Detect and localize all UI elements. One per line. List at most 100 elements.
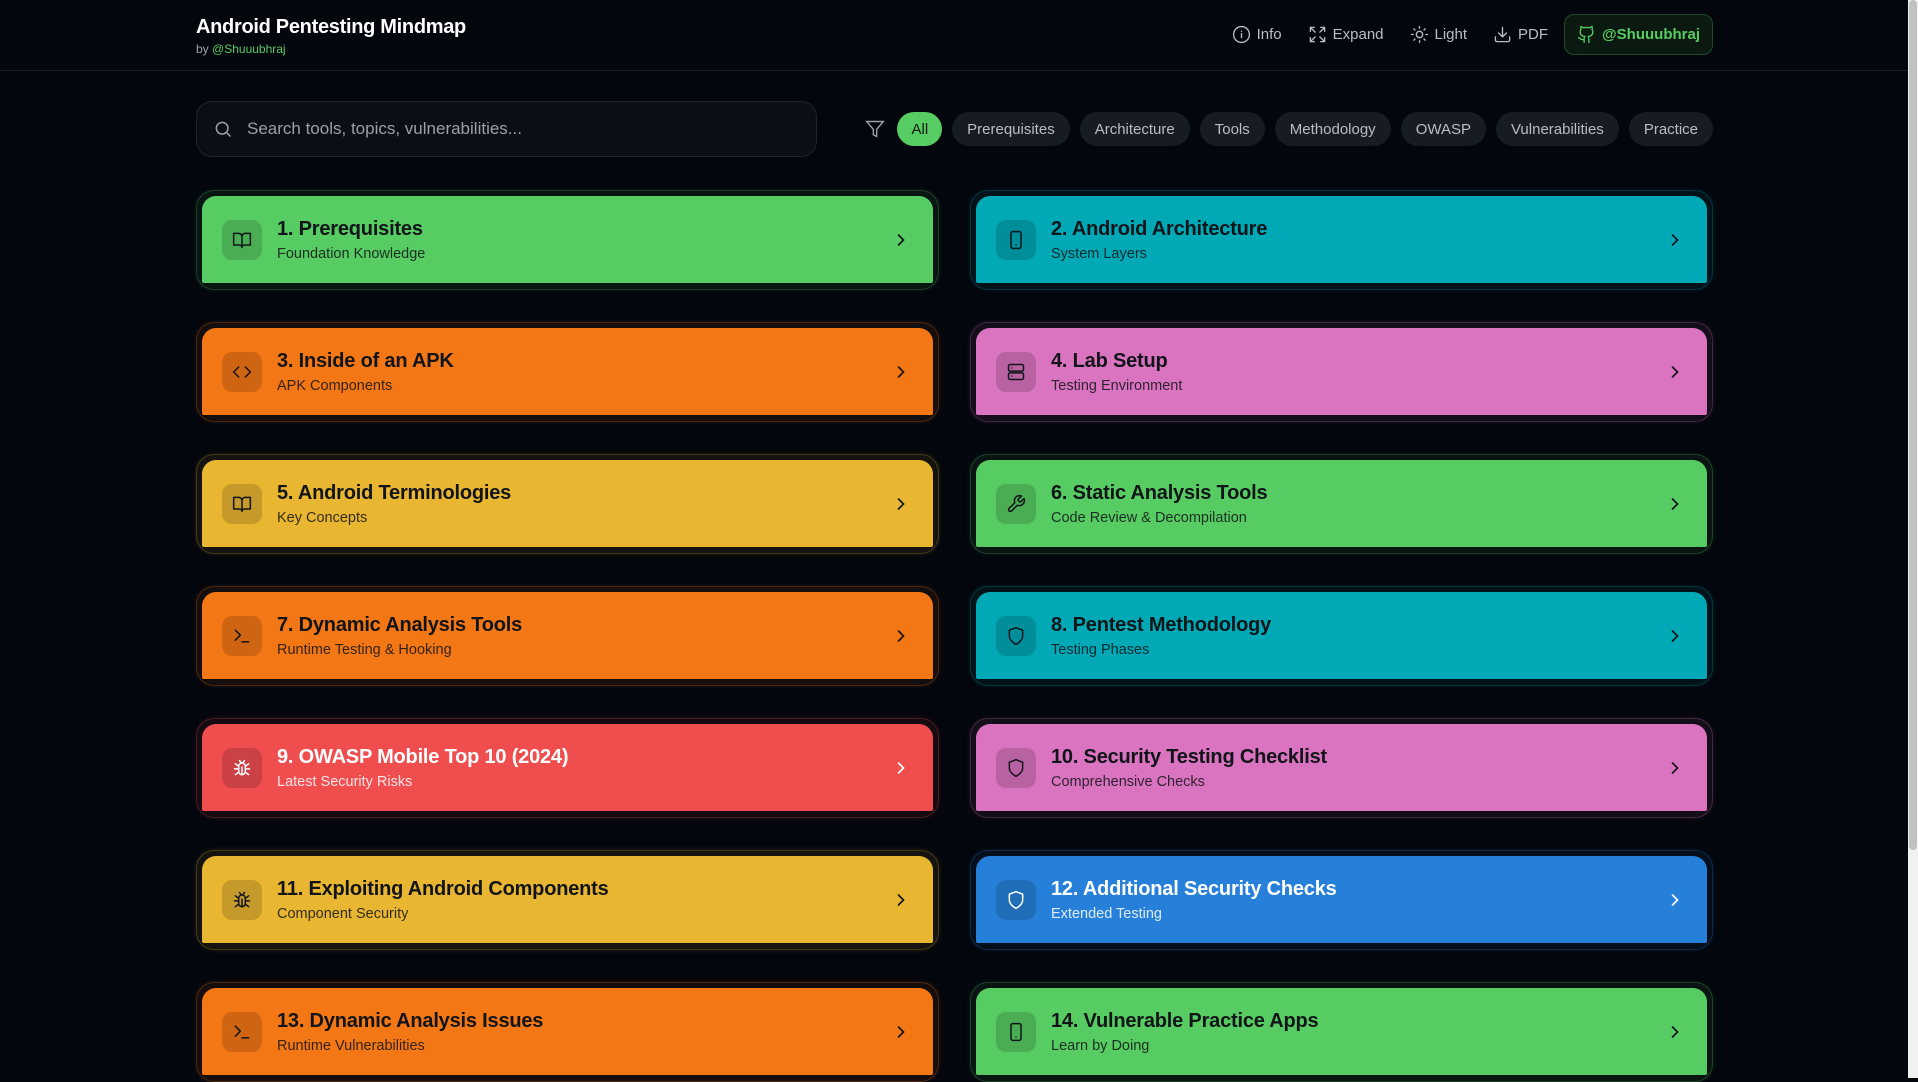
chevron-right-icon[interactable] (891, 626, 911, 646)
filter-chip-owasp[interactable]: OWASP (1400, 112, 1486, 146)
smartphone-icon (1010, 230, 1022, 249)
topic-title: 10. Security Testing Checklist (1051, 745, 1327, 768)
app-header: Android Pentesting Mindmap by @Shuuubhra… (0, 0, 1918, 71)
chevron-right-icon[interactable] (1665, 494, 1685, 514)
filter-chip-vulnerabilities[interactable]: Vulnerabilities (1495, 112, 1619, 146)
topic-subtitle: Comprehensive Checks (1051, 773, 1205, 790)
topic-icon-box (222, 879, 262, 920)
topic-subtitle: Key Concepts (277, 509, 368, 526)
filter-chip-prerequisites[interactable]: Prerequisites (952, 112, 1070, 146)
topic-card-body: 2. Android Architecture System Layers (976, 196, 1707, 283)
scrollbar-thumb[interactable] (1909, 0, 1917, 850)
filter-chip-all[interactable]: All (897, 112, 943, 146)
topic-card[interactable]: 3. Inside of an APK APK Components (196, 322, 939, 422)
topic-card-body: 14. Vulnerable Practice Apps Learn by Doi… (976, 988, 1707, 1075)
topic-subtitle: System Layers (1051, 245, 1147, 262)
topic-card-body: 6. Static Analysis Tools Code Review & De… (976, 460, 1707, 547)
topic-card-body: 5. Android Terminologies Key Concepts (202, 460, 933, 547)
topic-card[interactable]: 13. Dynamic Analysis Issues Runtime Vulne… (196, 982, 939, 1082)
topic-card[interactable]: 4. Lab Setup Testing Environment (970, 322, 1713, 422)
info-button[interactable]: Info (1232, 25, 1282, 44)
topic-icon-box (222, 483, 262, 524)
server-icon (1007, 363, 1025, 380)
expand-button[interactable]: Expand (1308, 25, 1384, 44)
topic-text: 4. Lab Setup Testing Environment (1051, 350, 1182, 394)
topic-subtitle: Testing Phases (1051, 641, 1150, 658)
topic-text: 10. Security Testing Checklist Comprehens… (1051, 746, 1327, 790)
topic-icon-box (222, 219, 262, 260)
topic-icon-box (222, 615, 262, 656)
topic-card[interactable]: 7. Dynamic Analysis Tools Runtime Testing… (196, 586, 939, 686)
topic-card[interactable]: 2. Android Architecture System Layers (970, 190, 1713, 290)
topic-text: 11. Exploiting Android Components Compone… (277, 878, 609, 922)
chevron-right-icon[interactable] (1665, 758, 1685, 778)
topic-subtitle: Component Security (277, 905, 409, 922)
topic-card[interactable]: 10. Security Testing Checklist Comprehens… (970, 718, 1713, 818)
topic-grid: 1. Prerequisites Foundation Knowledge 2. … (196, 190, 1713, 1082)
filter-chip-methodology[interactable]: Methodology (1274, 112, 1391, 146)
topic-icon-box (996, 747, 1036, 788)
chevron-right-icon[interactable] (1665, 230, 1685, 250)
pdf-button[interactable]: PDF (1493, 25, 1548, 44)
github-button[interactable]: @Shuuubhraj (1564, 14, 1713, 55)
author-link[interactable]: @Shuuubhraj (212, 42, 286, 56)
topic-title: 1. Prerequisites (277, 217, 423, 240)
search-icon (215, 121, 232, 138)
book-icon (232, 232, 252, 248)
topic-card[interactable]: 12. Additional Security Checks Extended T… (970, 850, 1713, 950)
topic-subtitle: Code Review & Decompilation (1051, 509, 1247, 526)
chevron-right-icon[interactable] (891, 758, 911, 778)
topic-card-body: 3. Inside of an APK APK Components (202, 328, 933, 415)
toolbar: All Prerequisites Architecture Tools Methodo… (196, 101, 1713, 157)
filter-chip-practice[interactable]: Practice (1628, 112, 1713, 146)
chevron-right-icon[interactable] (1665, 1022, 1685, 1042)
topic-title: 12. Additional Security Checks (1051, 877, 1337, 900)
topic-title: 2. Android Architecture (1051, 217, 1268, 240)
topic-text: 2. Android Architecture System Layers (1051, 218, 1267, 262)
chevron-right-icon[interactable] (891, 494, 911, 514)
filter-chip-architecture[interactable]: Architecture (1079, 112, 1190, 146)
topic-card[interactable]: 6. Static Analysis Tools Code Review & De… (970, 454, 1713, 554)
topic-text: 13. Dynamic Analysis Issues Runtime Vulne… (277, 1010, 543, 1054)
topic-card-body: 11. Exploiting Android Components Compone… (202, 856, 933, 943)
topic-card-body: 7. Dynamic Analysis Tools Runtime Testing… (202, 592, 933, 679)
book-icon (232, 496, 252, 512)
topic-text: 1. Prerequisites Foundation Knowledge (277, 218, 425, 262)
search-input[interactable] (247, 119, 787, 139)
topic-title: 5. Android Terminologies (277, 481, 512, 504)
topic-card[interactable]: 11. Exploiting Android Components Compone… (196, 850, 939, 950)
topic-title: 14. Vulnerable Practice Apps (1051, 1009, 1319, 1032)
topic-subtitle: APK Components (277, 377, 393, 394)
chevron-right-icon[interactable] (891, 362, 911, 382)
chevron-right-icon[interactable] (891, 890, 911, 910)
topic-card[interactable]: 1. Prerequisites Foundation Knowledge (196, 190, 939, 290)
chevron-right-icon[interactable] (1665, 362, 1685, 382)
filter-chip-tools[interactable]: Tools (1199, 112, 1265, 146)
author-line: by @Shuuubhraj (196, 42, 286, 56)
topic-text: 6. Static Analysis Tools Code Review & De… (1051, 482, 1268, 526)
topic-text: 14. Vulnerable Practice Apps Learn by Doi… (1051, 1009, 1319, 1054)
topic-card-body: 12. Additional Security Checks Extended T… (976, 856, 1707, 943)
code-icon (232, 365, 252, 378)
topic-card[interactable]: 8. Pentest Methodology Testing Phases (970, 586, 1713, 686)
topic-subtitle: Latest Security Risks (277, 773, 413, 790)
scrollbar[interactable] (1908, 0, 1918, 1078)
smartphone-icon (1010, 1022, 1022, 1041)
topic-card[interactable]: 9. OWASP Mobile Top 10 (2024) Latest Secu… (196, 718, 939, 818)
chevron-right-icon[interactable] (891, 1022, 911, 1042)
terminal-icon (234, 1024, 250, 1039)
topic-text: 12. Additional Security Checks Extended T… (1051, 878, 1337, 922)
chevron-right-icon[interactable] (891, 230, 911, 250)
shield-icon (1008, 758, 1024, 777)
theme-toggle-button[interactable]: Light (1410, 25, 1467, 44)
brand: Android Pentesting Mindmap by @Shuuubhra… (196, 16, 466, 56)
topic-text: 3. Inside of an APK APK Components (277, 350, 454, 394)
topic-title: 8. Pentest Methodology (1051, 613, 1272, 636)
download-icon (1494, 26, 1511, 43)
expand-icon (1309, 26, 1325, 43)
chevron-right-icon[interactable] (1665, 890, 1685, 910)
chevron-right-icon[interactable] (1665, 626, 1685, 646)
topic-text: 5. Android Terminologies Key Concepts (277, 482, 511, 526)
topic-card[interactable]: 14. Vulnerable Practice Apps Learn by Doi… (970, 982, 1713, 1082)
topic-card[interactable]: 5. Android Terminologies Key Concepts (196, 454, 939, 554)
